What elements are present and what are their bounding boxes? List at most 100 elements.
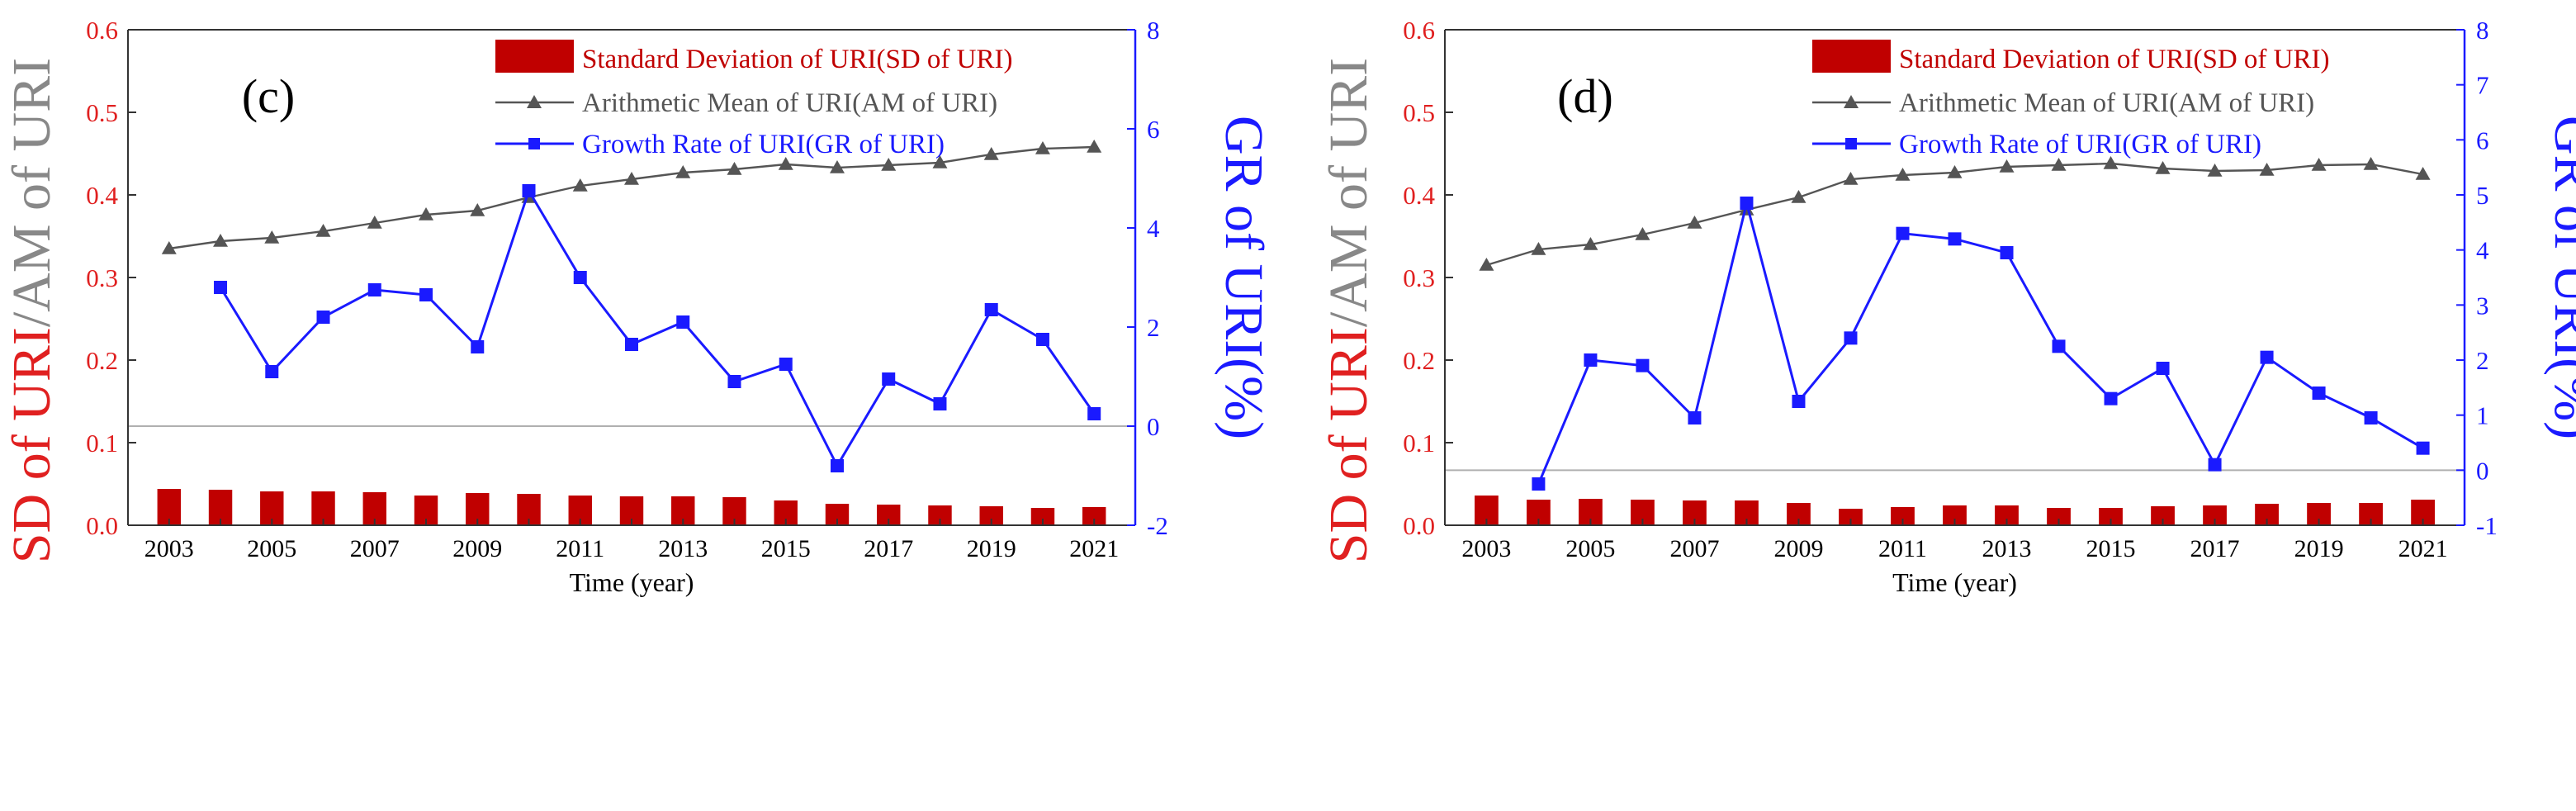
sd-bar	[2047, 508, 2071, 525]
am-point	[1531, 242, 1546, 255]
right-tick-label: 6	[1147, 115, 1160, 144]
legend-gr-marker	[528, 138, 540, 149]
x-tick-label: 2011	[556, 535, 604, 562]
right-tick-label: 6	[2476, 126, 2489, 154]
x-tick-label: 2005	[247, 535, 296, 562]
gr-point	[1740, 197, 1754, 210]
gr-point	[1087, 407, 1101, 420]
gr-point	[214, 281, 228, 294]
right-tick-label: 1	[2476, 401, 2489, 430]
gr-point	[2364, 411, 2378, 424]
legend-am-label: Arithmetic Mean of URI(AM of URI)	[1899, 88, 2314, 118]
am-point	[2155, 161, 2171, 174]
am-point	[264, 230, 280, 244]
x-tick-label: 2013	[1982, 535, 2032, 562]
gr-point	[367, 283, 381, 296]
sd-bar	[1030, 508, 1055, 525]
x-axis-title: Time (year)	[1892, 567, 2017, 597]
am-point	[2103, 156, 2119, 169]
x-tick-label: 2005	[1565, 535, 1615, 562]
am-point	[1791, 190, 1807, 203]
am-point	[1583, 237, 1598, 250]
panel-label: (d)	[1557, 69, 1613, 123]
right-tick-label: -1	[2476, 511, 2498, 540]
legend-sd-swatch	[495, 40, 574, 73]
panel-label: (c)	[242, 69, 295, 123]
am-point	[778, 157, 793, 170]
am-point	[1947, 165, 1963, 178]
left-tick-label: 0.3	[1403, 263, 1435, 292]
left-axis-title-am: AM of URI	[1319, 58, 1379, 312]
x-tick-label: 2013	[658, 535, 708, 562]
gr-point	[1584, 353, 1598, 367]
gr-point	[1636, 358, 1650, 372]
legend-gr-label: Growth Rate of URI(GR of URI)	[1899, 130, 2261, 159]
am-point	[1035, 141, 1050, 154]
legend-sd-label: Standard Deviation of URI(SD of URI)	[582, 45, 1013, 74]
right-tick-label: 3	[2476, 291, 2489, 320]
am-point	[419, 207, 434, 221]
x-tick-label: 2019	[2294, 535, 2344, 562]
gr-point	[573, 271, 587, 284]
am-point	[983, 147, 999, 160]
left-tick-label: 0.1	[86, 429, 118, 458]
x-tick-label: 2017	[864, 535, 913, 562]
x-tick-label: 2017	[2190, 535, 2240, 562]
left-tick-label: 0.2	[1403, 346, 1435, 375]
gr-point	[2000, 246, 2014, 259]
gr-point	[316, 311, 330, 324]
gr-point	[522, 184, 536, 197]
gr-point	[984, 303, 998, 316]
am-point	[1895, 168, 1911, 181]
am-point	[1087, 140, 1102, 153]
gr-point	[1792, 395, 1806, 408]
right-tick-label: 4	[2476, 236, 2489, 265]
legend-am-marker	[1844, 95, 1859, 108]
legend-sd-swatch	[1812, 40, 1891, 73]
gr-point	[1035, 333, 1049, 346]
left-tick-label: 0.5	[1403, 98, 1435, 127]
gr-line	[219, 187, 1096, 469]
left-tick-label: 0.5	[86, 98, 118, 127]
gr-point	[676, 315, 690, 329]
right-tick-label: 8	[1147, 16, 1160, 45]
gr-point	[419, 288, 433, 301]
x-axis-title: Time (year)	[570, 567, 694, 597]
x-tick-label: 2007	[1669, 535, 1719, 562]
gr-point	[2104, 391, 2118, 406]
left-tick-label: 0.0	[1403, 511, 1435, 540]
am-point	[829, 160, 845, 173]
legend-am-marker	[527, 95, 542, 108]
right-tick-label: 0	[2476, 456, 2489, 485]
left-tick-label: 0.3	[86, 263, 118, 292]
gr-point	[2156, 362, 2170, 375]
am-point	[572, 178, 588, 192]
right-tick-label: 4	[1147, 214, 1160, 243]
x-tick-label: 2021	[2398, 535, 2448, 562]
am-line	[168, 145, 1095, 250]
am-point	[932, 155, 948, 168]
right-tick-label: 8	[2476, 16, 2489, 45]
gr-point	[727, 375, 741, 388]
am-point	[161, 241, 177, 254]
gr-point	[933, 397, 947, 410]
gr-point	[1896, 226, 1910, 240]
gr-point	[1688, 411, 1702, 424]
x-tick-label: 2021	[1069, 535, 1119, 562]
legend-gr-label: Growth Rate of URI(GR of URI)	[582, 130, 945, 159]
gr-point	[2208, 458, 2222, 472]
chart-panel-d: 0.0 0.1 0.2 0.3 0.4 0.5 0.6 -1 0 1 2 3 4 5 6 7 8 2003 2005…	[1319, 16, 2576, 597]
gr-point	[2416, 441, 2430, 455]
gr-point	[2312, 387, 2326, 400]
am-point	[881, 158, 897, 171]
gr-point	[2052, 339, 2066, 353]
right-tick-label: 5	[2476, 181, 2489, 210]
gr-point	[471, 340, 485, 353]
left-tick-label: 0.6	[86, 16, 118, 45]
left-tick-label: 0.1	[1403, 429, 1435, 458]
right-tick-label: 7	[2476, 71, 2489, 100]
left-tick-label: 0.0	[86, 511, 118, 540]
am-point	[2259, 163, 2275, 176]
left-tick-label: 0.4	[86, 181, 118, 210]
